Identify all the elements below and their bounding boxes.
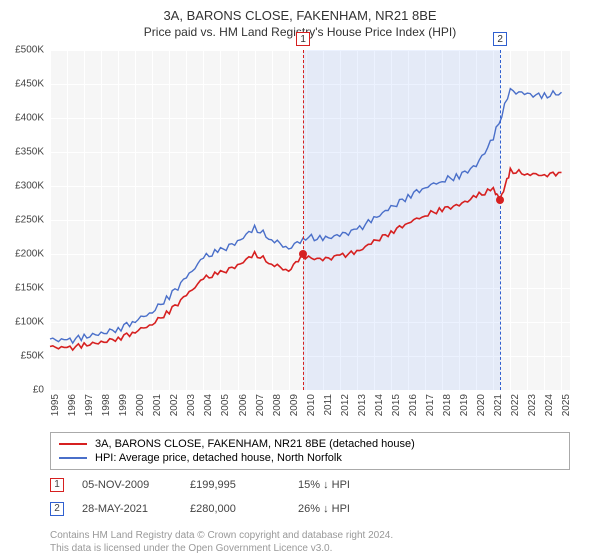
x-tick-label: 1997 bbox=[84, 394, 95, 416]
y-tick-label: £50K bbox=[21, 351, 44, 362]
chart-title: 3A, BARONS CLOSE, FAKENHAM, NR21 8BE bbox=[0, 0, 600, 23]
x-tick-label: 2005 bbox=[220, 394, 231, 416]
legend-label: HPI: Average price, detached house, Nort… bbox=[95, 452, 342, 464]
x-tick-label: 2020 bbox=[476, 394, 487, 416]
x-tick-label: 1999 bbox=[118, 394, 129, 416]
sale-delta: 15% ↓ HPI bbox=[298, 479, 388, 491]
sale-marker-icon: 2 bbox=[50, 502, 64, 516]
legend-swatch bbox=[59, 443, 87, 445]
series-layer bbox=[50, 50, 570, 390]
sale-row-2: 2 28-MAY-2021 £280,000 26% ↓ HPI bbox=[50, 502, 570, 516]
legend-item-hpi: HPI: Average price, detached house, Nort… bbox=[59, 451, 561, 465]
footnote-text: Contains HM Land Registry data © Crown c… bbox=[50, 530, 570, 555]
y-tick-label: £250K bbox=[15, 215, 44, 226]
x-tick-label: 2022 bbox=[510, 394, 521, 416]
x-tick-label: 2000 bbox=[135, 394, 146, 416]
x-tick-label: 1996 bbox=[67, 394, 78, 416]
legend-swatch bbox=[59, 457, 87, 459]
x-tick-label: 2013 bbox=[357, 394, 368, 416]
y-tick-label: £450K bbox=[15, 79, 44, 90]
gridline-h bbox=[50, 390, 570, 391]
x-tick-label: 2024 bbox=[544, 394, 555, 416]
y-tick-label: £350K bbox=[15, 147, 44, 158]
marker-box: 1 bbox=[296, 32, 310, 46]
sale-point-dot bbox=[299, 250, 307, 258]
x-tick-label: 2014 bbox=[374, 394, 385, 416]
y-tick-label: £500K bbox=[15, 45, 44, 56]
x-tick-label: 2001 bbox=[152, 394, 163, 416]
y-tick-label: £150K bbox=[15, 283, 44, 294]
x-tick-label: 2021 bbox=[493, 394, 504, 416]
x-tick-label: 2007 bbox=[255, 394, 266, 416]
x-tick-label: 2019 bbox=[459, 394, 470, 416]
legend-label: 3A, BARONS CLOSE, FAKENHAM, NR21 8BE (de… bbox=[95, 438, 415, 450]
sale-marker-icon: 1 bbox=[50, 478, 64, 492]
x-tick-label: 2023 bbox=[527, 394, 538, 416]
sale-price: £280,000 bbox=[190, 503, 280, 515]
y-tick-label: £100K bbox=[15, 317, 44, 328]
y-tick-label: £0 bbox=[33, 385, 44, 396]
legend-box: 3A, BARONS CLOSE, FAKENHAM, NR21 8BE (de… bbox=[50, 432, 570, 470]
legend-item-property: 3A, BARONS CLOSE, FAKENHAM, NR21 8BE (de… bbox=[59, 437, 561, 451]
x-tick-label: 2018 bbox=[442, 394, 453, 416]
y-tick-label: £400K bbox=[15, 113, 44, 124]
x-tick-label: 2006 bbox=[238, 394, 249, 416]
sale-delta: 26% ↓ HPI bbox=[298, 503, 388, 515]
sale-date: 28-MAY-2021 bbox=[82, 503, 172, 515]
marker-line bbox=[500, 50, 501, 390]
marker-box: 2 bbox=[493, 32, 507, 46]
sale-date: 05-NOV-2009 bbox=[82, 479, 172, 491]
x-tick-label: 2012 bbox=[340, 394, 351, 416]
sale-price: £199,995 bbox=[190, 479, 280, 491]
x-tick-label: 2017 bbox=[425, 394, 436, 416]
x-tick-label: 2002 bbox=[169, 394, 180, 416]
sale-row-1: 1 05-NOV-2009 £199,995 15% ↓ HPI bbox=[50, 478, 570, 492]
x-tick-label: 1995 bbox=[50, 394, 61, 416]
sale-point-dot bbox=[496, 196, 504, 204]
x-tick-label: 1998 bbox=[101, 394, 112, 416]
x-tick-label: 2015 bbox=[391, 394, 402, 416]
series-hpi bbox=[50, 89, 562, 344]
chart-plot-area: 12 £0£50K£100K£150K£200K£250K£300K£350K£… bbox=[50, 50, 570, 390]
marker-line bbox=[303, 50, 304, 390]
x-tick-label: 2010 bbox=[306, 394, 317, 416]
x-tick-label: 2008 bbox=[272, 394, 283, 416]
x-tick-label: 2016 bbox=[408, 394, 419, 416]
y-tick-label: £300K bbox=[15, 181, 44, 192]
x-tick-label: 2003 bbox=[186, 394, 197, 416]
x-tick-label: 2025 bbox=[561, 394, 572, 416]
y-tick-label: £200K bbox=[15, 249, 44, 260]
x-tick-label: 2004 bbox=[203, 394, 214, 416]
x-tick-label: 2011 bbox=[323, 394, 334, 416]
x-tick-label: 2009 bbox=[289, 394, 300, 416]
